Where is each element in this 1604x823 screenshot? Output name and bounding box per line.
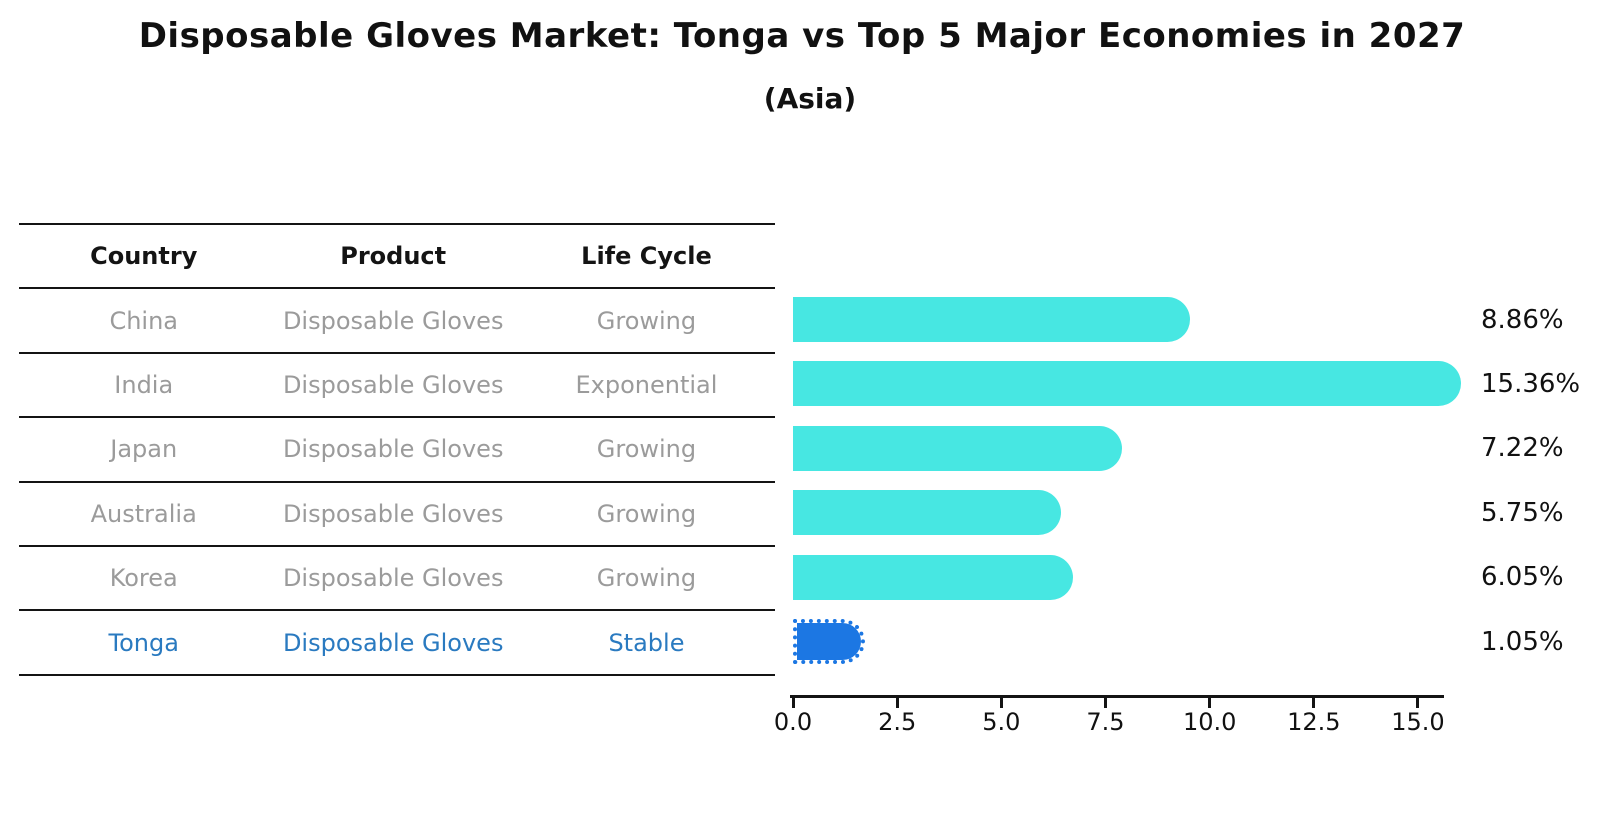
- table-row-japan: Japan Disposable Gloves Growing: [19, 418, 775, 483]
- x-tick: [1312, 698, 1316, 708]
- bar-china: [793, 297, 1191, 343]
- x-tick: [1103, 698, 1107, 708]
- life-cycle-cell: Growing: [596, 306, 697, 335]
- bar-row-india: 15.36%: [793, 352, 1604, 416]
- bar-india: [793, 361, 1461, 407]
- column-header-product: Product: [340, 242, 447, 271]
- column-header-country: Country: [90, 242, 198, 271]
- x-axis: 0.0 2.5 5.0 7.5 10.0 12.5 15.0: [774, 695, 1445, 755]
- x-tick-label: 2.5: [878, 708, 917, 736]
- country-cell: Japan: [110, 435, 178, 464]
- life-cycle-cell: Growing: [596, 435, 697, 464]
- table-row-australia: Australia Disposable Gloves Growing: [19, 483, 775, 547]
- bar-value-label: 6.05%: [1481, 562, 1564, 593]
- bar-value-label: 7.22%: [1481, 433, 1564, 464]
- chart-title: Disposable Gloves Market: Tonga vs Top 5…: [138, 16, 1466, 56]
- x-tick: [1416, 698, 1420, 708]
- x-tick-label: 5.0: [982, 708, 1021, 736]
- table-header-row: Country Product Life Cycle: [19, 225, 775, 290]
- bar-value-label: 5.75%: [1481, 497, 1564, 528]
- x-tick: [1208, 698, 1212, 708]
- life-cycle-cell-highlighted: Stable: [608, 628, 685, 657]
- bar-tonga-highlighted: [793, 619, 865, 665]
- bar-value-label: 8.86%: [1481, 304, 1564, 335]
- life-cycle-cell: Growing: [596, 499, 697, 528]
- table-row-tonga: Tonga Disposable Gloves Stable: [19, 611, 775, 676]
- country-cell: Australia: [90, 499, 197, 528]
- country-table: Country Product Life Cycle China Disposa…: [19, 223, 775, 676]
- x-tick-label: 0.0: [773, 708, 813, 736]
- product-cell-highlighted: Disposable Gloves: [282, 628, 504, 657]
- product-cell: Disposable Gloves: [282, 306, 504, 335]
- x-tick-label: 12.5: [1287, 708, 1341, 736]
- product-cell: Disposable Gloves: [282, 435, 504, 464]
- country-cell-highlighted: Tonga: [108, 628, 179, 657]
- bar-row-china: 8.86%: [793, 287, 1604, 351]
- x-tick-label: 15.0: [1391, 708, 1445, 736]
- x-tick: [791, 698, 795, 708]
- bar-chart: 8.86% 15.36% 7.22% 5.75% 6.05% 1.05%: [793, 287, 1604, 673]
- country-cell: China: [109, 306, 179, 335]
- x-tick-label: 7.5: [1086, 708, 1125, 736]
- column-header-life-cycle: Life Cycle: [581, 242, 712, 271]
- x-tick: [895, 698, 899, 708]
- table-row-korea: Korea Disposable Gloves Growing: [19, 547, 775, 612]
- country-cell: India: [114, 370, 174, 399]
- x-axis-line: [790, 695, 1444, 698]
- table-row-india: India Disposable Gloves Exponential: [19, 354, 775, 419]
- life-cycle-cell: Exponential: [575, 370, 718, 399]
- bar-row-japan: 7.22%: [793, 416, 1604, 480]
- bar-row-korea: 6.05%: [793, 545, 1604, 609]
- life-cycle-cell: Growing: [596, 564, 697, 593]
- bar-australia: [793, 490, 1061, 536]
- x-tick-label: 10.0: [1182, 708, 1237, 736]
- product-cell: Disposable Gloves: [282, 370, 504, 399]
- bar-japan: [793, 425, 1122, 471]
- x-tick: [999, 698, 1003, 708]
- bar-row-tonga: 1.05%: [793, 609, 1604, 673]
- bar-value-label: 1.05%: [1481, 626, 1564, 657]
- product-cell: Disposable Gloves: [282, 499, 504, 528]
- bar-korea: [793, 554, 1074, 600]
- bar-value-label: 15.36%: [1481, 368, 1581, 399]
- bar-row-australia: 5.75%: [793, 481, 1604, 545]
- chart-subtitle: (Asia): [763, 82, 857, 115]
- table-row-china: China Disposable Gloves Growing: [19, 289, 775, 354]
- country-cell: Korea: [109, 564, 178, 593]
- product-cell: Disposable Gloves: [282, 564, 504, 593]
